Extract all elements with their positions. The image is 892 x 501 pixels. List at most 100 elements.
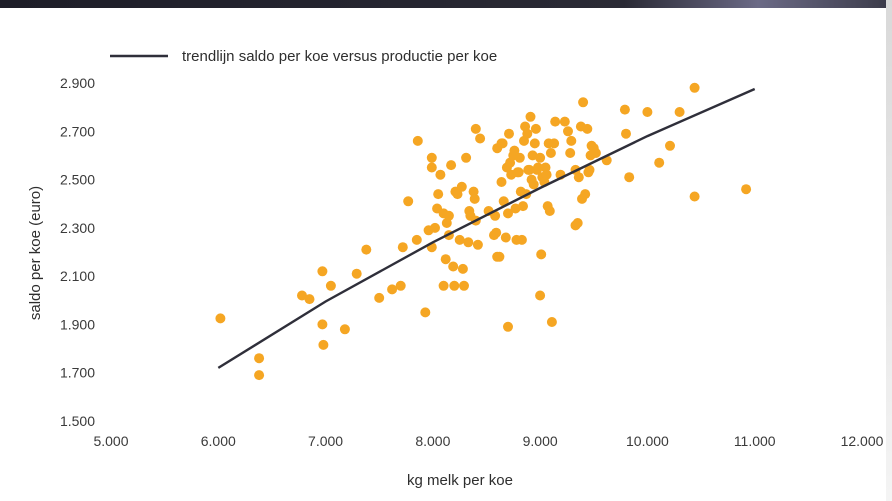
- scatter-point: [426, 152, 437, 163]
- scatter-point: [582, 123, 593, 134]
- scatter-point: [572, 218, 583, 228]
- scatter-point: [665, 140, 675, 151]
- scatter-point: [475, 133, 486, 144]
- scatter-point: [496, 177, 507, 187]
- scatter-point: [545, 148, 556, 158]
- scatter-point: [535, 290, 546, 301]
- scatter-points: [215, 82, 752, 381]
- scatter-point: [741, 184, 752, 195]
- scatter-point: [318, 339, 329, 350]
- scatter-point: [395, 280, 406, 291]
- scatter-point: [524, 164, 535, 175]
- scatter-point: [456, 181, 467, 192]
- scatter-point: [420, 307, 431, 318]
- scatter-point: [674, 107, 685, 117]
- scatter-point: [317, 319, 328, 330]
- y-axis-ticks: 1.500 1.700 1.900 2.100 2.300 2.500 2.700 2.900: [60, 75, 95, 429]
- scatter-point: [403, 196, 414, 207]
- y-tick-label: 2.900: [60, 75, 95, 91]
- scatter-point: [573, 172, 584, 183]
- scatter-point: [516, 234, 527, 245]
- scatter-point: [550, 116, 561, 127]
- scatter-point: [430, 222, 440, 233]
- scatter-point: [361, 244, 372, 255]
- x-tick-label: 9.000: [523, 433, 558, 449]
- scatter-point: [549, 138, 560, 149]
- scatter-point: [446, 160, 457, 171]
- scatter-point: [435, 169, 446, 180]
- scatter-point: [387, 284, 398, 295]
- scatter-point: [503, 321, 513, 332]
- top-edge-strip: [0, 0, 892, 8]
- scatter-point: [397, 242, 408, 253]
- scatter-point: [518, 201, 528, 212]
- y-tick-label: 2.500: [60, 172, 95, 188]
- scatter-point: [297, 290, 307, 301]
- scatter-point: [654, 157, 665, 168]
- right-edge-strip: [886, 0, 892, 501]
- y-tick-label: 2.300: [60, 220, 95, 236]
- y-tick-label: 2.700: [60, 123, 95, 139]
- x-axis-title: kg melk per koe: [407, 472, 513, 489]
- scatter-point: [438, 280, 449, 291]
- legend: trendlijn saldo per koe versus productie…: [110, 48, 497, 65]
- scatter-point: [621, 128, 631, 139]
- scatter-point: [689, 82, 700, 93]
- scatter-point: [510, 203, 521, 214]
- scatter-point: [578, 97, 589, 108]
- x-tick-label: 8.000: [415, 433, 450, 449]
- x-tick-label: 5.000: [93, 433, 128, 449]
- scatter-point: [528, 179, 539, 190]
- scatter-point: [443, 210, 454, 221]
- scatter-point: [529, 138, 540, 149]
- scatter-point: [448, 261, 459, 272]
- scatter-point: [541, 169, 552, 180]
- scatter-point: [449, 280, 460, 291]
- scatter-point: [351, 268, 362, 279]
- scatter-point: [461, 152, 472, 163]
- scatter-point: [566, 135, 577, 146]
- scatter-point: [624, 172, 635, 183]
- scatter-point: [469, 193, 480, 204]
- y-tick-label: 2.100: [60, 268, 95, 284]
- scatter-point: [457, 263, 468, 274]
- scatter-point: [412, 135, 423, 146]
- scatter-point: [513, 167, 524, 178]
- scatter-point: [339, 324, 350, 335]
- scatter-point: [559, 116, 570, 127]
- scatter-point: [491, 227, 502, 238]
- scatter-point: [500, 232, 511, 243]
- scatter-point: [525, 111, 536, 122]
- y-tick-label: 1.500: [60, 413, 95, 429]
- legend-label: trendlijn saldo per koe versus productie…: [182, 48, 497, 65]
- scatter-point: [514, 152, 525, 163]
- scatter-point: [494, 251, 505, 262]
- scatter-point: [565, 148, 576, 158]
- scatter-point: [503, 208, 513, 219]
- scatter-point: [411, 234, 422, 245]
- scatter-point: [563, 126, 573, 137]
- scatter-point: [374, 292, 385, 303]
- scatter-point: [536, 249, 547, 260]
- trendline: [217, 87, 756, 369]
- scatter-point: [619, 104, 630, 115]
- scatter-point: [433, 189, 444, 200]
- scatter-point: [454, 234, 465, 245]
- scatter-point: [470, 123, 481, 134]
- scatter-point: [463, 237, 474, 248]
- scatter-point: [498, 196, 509, 207]
- scatter-point: [527, 150, 538, 161]
- y-tick-label: 1.700: [60, 365, 95, 381]
- scatter-point: [580, 189, 591, 200]
- scatter-point: [590, 148, 601, 158]
- x-tick-label: 7.000: [308, 433, 343, 449]
- x-tick-label: 12.000: [841, 433, 884, 449]
- y-axis-title: saldo per koe (euro): [27, 186, 44, 320]
- scatter-point: [689, 191, 700, 202]
- scatter-point: [254, 353, 265, 364]
- x-tick-label: 10.000: [626, 433, 669, 449]
- x-tick-label: 11.000: [734, 433, 776, 449]
- scatter-point: [215, 313, 226, 324]
- scatter-point: [472, 239, 483, 250]
